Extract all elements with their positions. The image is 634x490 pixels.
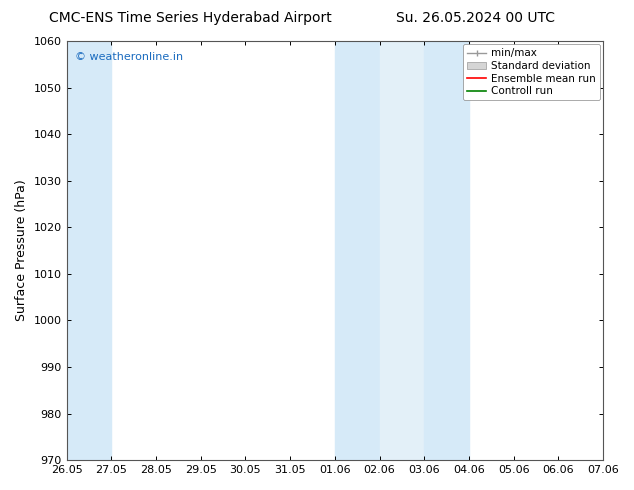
Bar [380, 41, 424, 460]
Bar [424, 41, 469, 460]
Text: Su. 26.05.2024 00 UTC: Su. 26.05.2024 00 UTC [396, 11, 555, 25]
Legend: min/max, Standard deviation, Ensemble mean run, Controll run: min/max, Standard deviation, Ensemble me… [463, 44, 600, 100]
Bar [335, 41, 380, 460]
Text: © weatheronline.in: © weatheronline.in [75, 51, 183, 62]
Y-axis label: Surface Pressure (hPa): Surface Pressure (hPa) [15, 180, 28, 321]
Bar [67, 41, 111, 460]
Text: CMC-ENS Time Series Hyderabad Airport: CMC-ENS Time Series Hyderabad Airport [49, 11, 332, 25]
